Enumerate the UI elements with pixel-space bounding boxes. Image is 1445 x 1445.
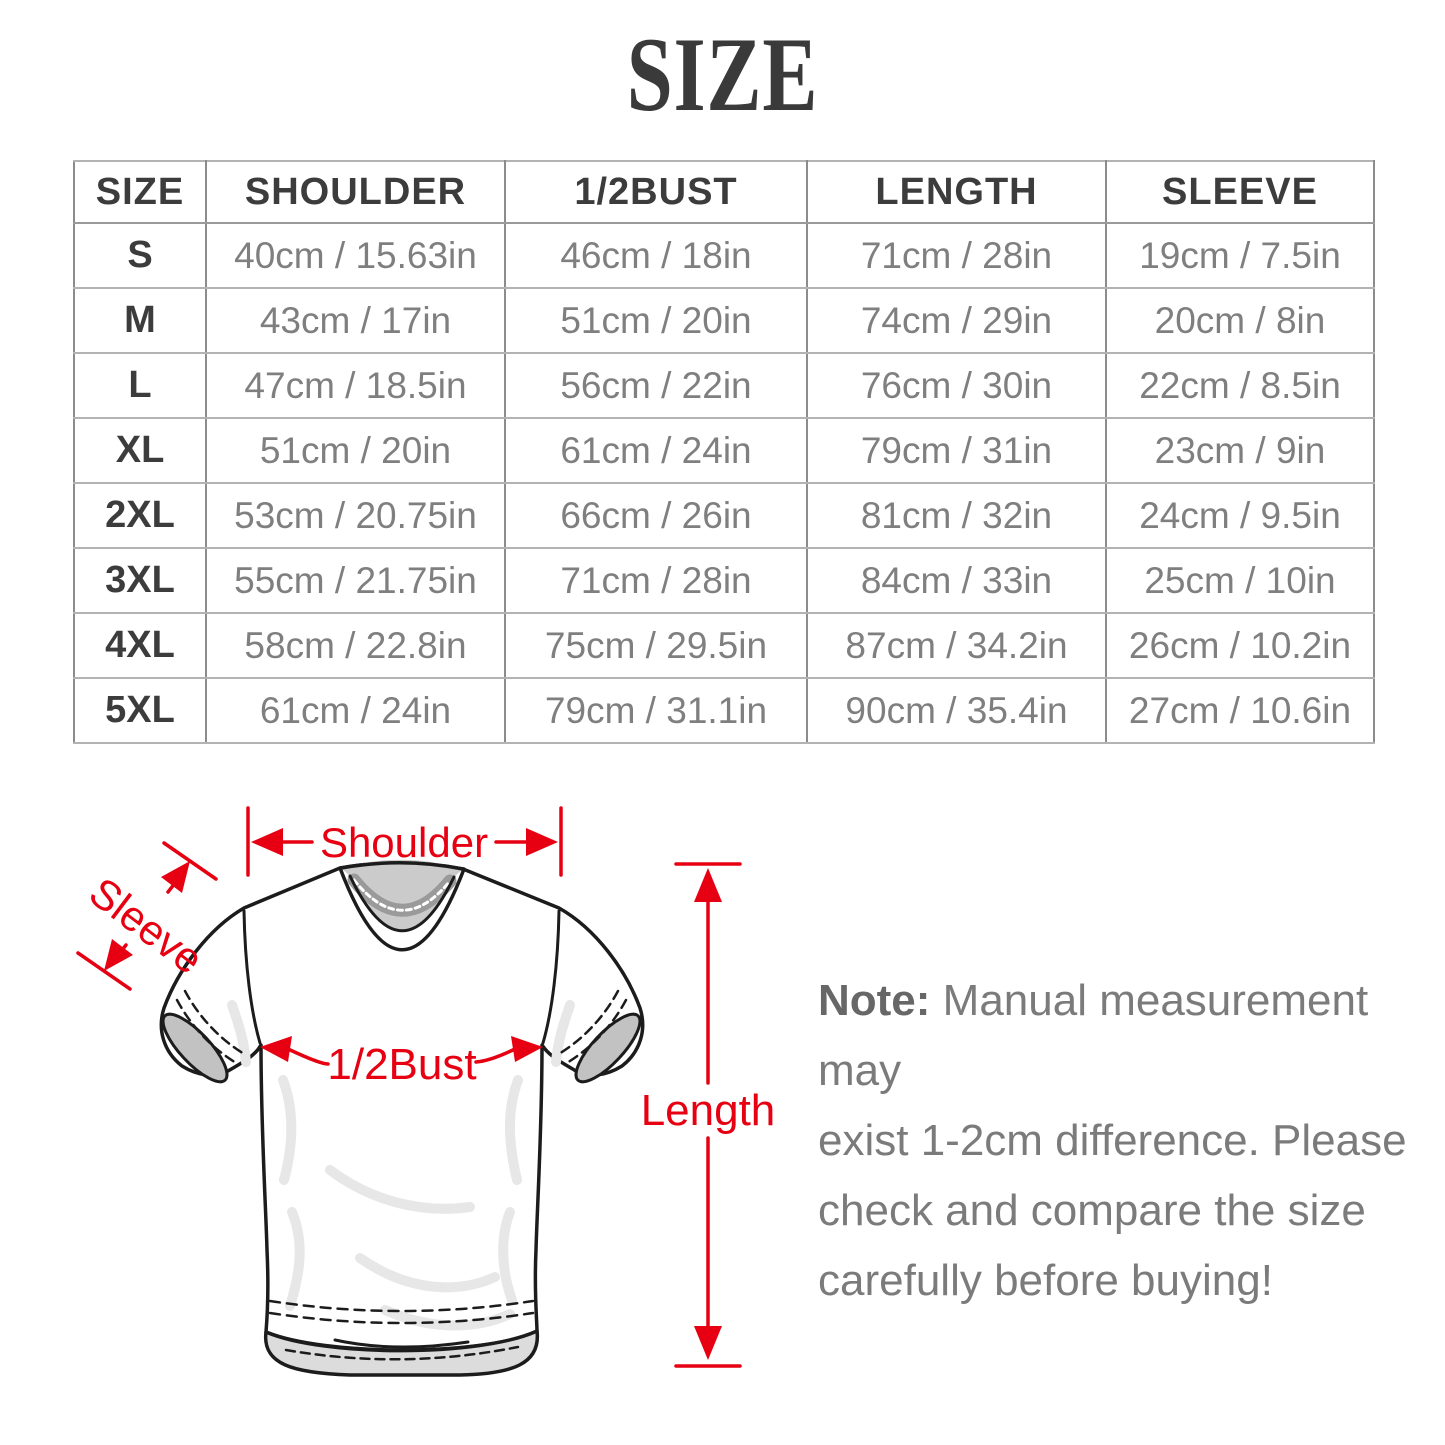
cell: 90cm / 35.4in bbox=[806, 677, 1107, 744]
length-arrow: Length bbox=[641, 862, 776, 1368]
size-label: 5XL bbox=[73, 677, 207, 744]
cell: 61cm / 24in bbox=[504, 417, 808, 484]
cell: 43cm / 17in bbox=[205, 287, 506, 354]
cell: 81cm / 32in bbox=[806, 482, 1107, 549]
cell: 22cm / 8.5in bbox=[1105, 352, 1375, 419]
cell: 40cm / 15.63in bbox=[205, 222, 506, 289]
cell: 87cm / 34.2in bbox=[806, 612, 1107, 679]
page-title: SIZE bbox=[626, 16, 819, 133]
hem-band bbox=[263, 1329, 540, 1377]
cell: 75cm / 29.5in bbox=[504, 612, 808, 679]
cell: 24cm / 9.5in bbox=[1105, 482, 1375, 549]
hem-stitch-bottom bbox=[284, 1345, 520, 1361]
cell: 66cm / 26in bbox=[504, 482, 808, 549]
table-row: S 40cm / 15.63in 46cm / 18in 71cm / 28in… bbox=[73, 222, 1375, 289]
cell: 23cm / 9in bbox=[1105, 417, 1375, 484]
collar-stitch-zigzag bbox=[352, 878, 452, 912]
size-label: XL bbox=[73, 417, 207, 484]
cell: 47cm / 18.5in bbox=[205, 352, 506, 419]
cell: 58cm / 22.8in bbox=[205, 612, 506, 679]
cuff-stitching bbox=[175, 989, 628, 1066]
note-line: carefully before buying! bbox=[818, 1256, 1273, 1305]
size-label: M bbox=[73, 287, 207, 354]
collar-inside bbox=[341, 859, 463, 931]
table-row: 3XL 55cm / 21.75in 71cm / 28in 84cm / 33… bbox=[73, 547, 1375, 614]
table-header-row: SIZE SHOULDER 1/2BUST LENGTH SLEEVE bbox=[73, 160, 1375, 224]
note-label: Note: bbox=[818, 976, 931, 1025]
collar-outer-edge bbox=[338, 866, 466, 952]
note-line: Note: Manual measurement may bbox=[818, 976, 1369, 1095]
bust-label: 1/2Bust bbox=[327, 1040, 476, 1089]
size-table: SIZE SHOULDER 1/2BUST LENGTH SLEEVE S 40… bbox=[73, 160, 1375, 744]
left-armhole-seam bbox=[242, 909, 262, 1045]
collar-inner-edge bbox=[348, 874, 456, 933]
shoulder-arrow: Shoulder bbox=[246, 806, 563, 877]
collar-back-seam bbox=[339, 861, 465, 871]
table-row: M 43cm / 17in 51cm / 20in 74cm / 29in 20… bbox=[73, 287, 1375, 354]
table-row: L 47cm / 18.5in 56cm / 22in 76cm / 30in … bbox=[73, 352, 1375, 419]
table-row: 5XL 61cm / 24in 79cm / 31.1in 90cm / 35.… bbox=[73, 677, 1375, 744]
note-line: check and compare the size bbox=[818, 1186, 1366, 1235]
cell: 71cm / 28in bbox=[806, 222, 1107, 289]
cell: 56cm / 22in bbox=[504, 352, 808, 419]
hem-stitch-row1 bbox=[268, 1311, 535, 1325]
note-line: exist 1-2cm difference. Please bbox=[818, 1116, 1407, 1165]
cell: 79cm / 31.1in bbox=[504, 677, 808, 744]
cell: 20cm / 8in bbox=[1105, 287, 1375, 354]
cell: 51cm / 20in bbox=[504, 287, 808, 354]
cell: 79cm / 31in bbox=[806, 417, 1107, 484]
table-row: 2XL 53cm / 20.75in 66cm / 26in 81cm / 32… bbox=[73, 482, 1375, 549]
size-label: 3XL bbox=[73, 547, 207, 614]
bust-arrow: 1/2Bust bbox=[260, 1036, 543, 1089]
table-row: XL 51cm / 20in 61cm / 24in 79cm / 31in 2… bbox=[73, 417, 1375, 484]
table-row: 4XL 58cm / 22.8in 75cm / 29.5in 87cm / 3… bbox=[73, 612, 1375, 679]
cell: 55cm / 21.75in bbox=[205, 547, 506, 614]
col-header-sleeve: SLEEVE bbox=[1105, 160, 1375, 224]
size-label: L bbox=[73, 352, 207, 419]
cell: 25cm / 10in bbox=[1105, 547, 1375, 614]
size-label: 2XL bbox=[73, 482, 207, 549]
cell: 76cm / 30in bbox=[806, 352, 1107, 419]
cell: 26cm / 10.2in bbox=[1105, 612, 1375, 679]
tshirt-illustration bbox=[159, 859, 645, 1377]
fabric-shading bbox=[227, 1000, 575, 1331]
col-header-length: LENGTH bbox=[806, 160, 1107, 224]
sleeve-label: Sleeve bbox=[81, 868, 212, 983]
cell: 84cm / 33in bbox=[806, 547, 1107, 614]
col-header-shoulder: SHOULDER bbox=[205, 160, 506, 224]
size-label: 4XL bbox=[73, 612, 207, 679]
note-text: Note: Manual measurement may exist 1-2cm… bbox=[818, 966, 1428, 1316]
col-header-bust: 1/2BUST bbox=[504, 160, 808, 224]
hem-stitch-row2 bbox=[268, 1299, 535, 1313]
right-armhole-seam bbox=[541, 909, 561, 1045]
length-label: Length bbox=[641, 1086, 776, 1135]
sleeve-arrow: Sleeve bbox=[76, 841, 218, 991]
cell: 71cm / 28in bbox=[504, 547, 808, 614]
col-header-size: SIZE bbox=[73, 160, 207, 224]
cell: 19cm / 7.5in bbox=[1105, 222, 1375, 289]
hem-fold-detail bbox=[333, 1338, 470, 1349]
cell: 61cm / 24in bbox=[205, 677, 506, 744]
tshirt-measurement-diagram: Shoulder Sleeve 1/2Bust bbox=[76, 806, 776, 1377]
cell: 51cm / 20in bbox=[205, 417, 506, 484]
cell: 46cm / 18in bbox=[504, 222, 808, 289]
cell: 53cm / 20.75in bbox=[205, 482, 506, 549]
cell: 74cm / 29in bbox=[806, 287, 1107, 354]
size-label: S bbox=[73, 222, 207, 289]
shoulder-label: Shoulder bbox=[320, 819, 488, 866]
cell: 27cm / 10.6in bbox=[1105, 677, 1375, 744]
